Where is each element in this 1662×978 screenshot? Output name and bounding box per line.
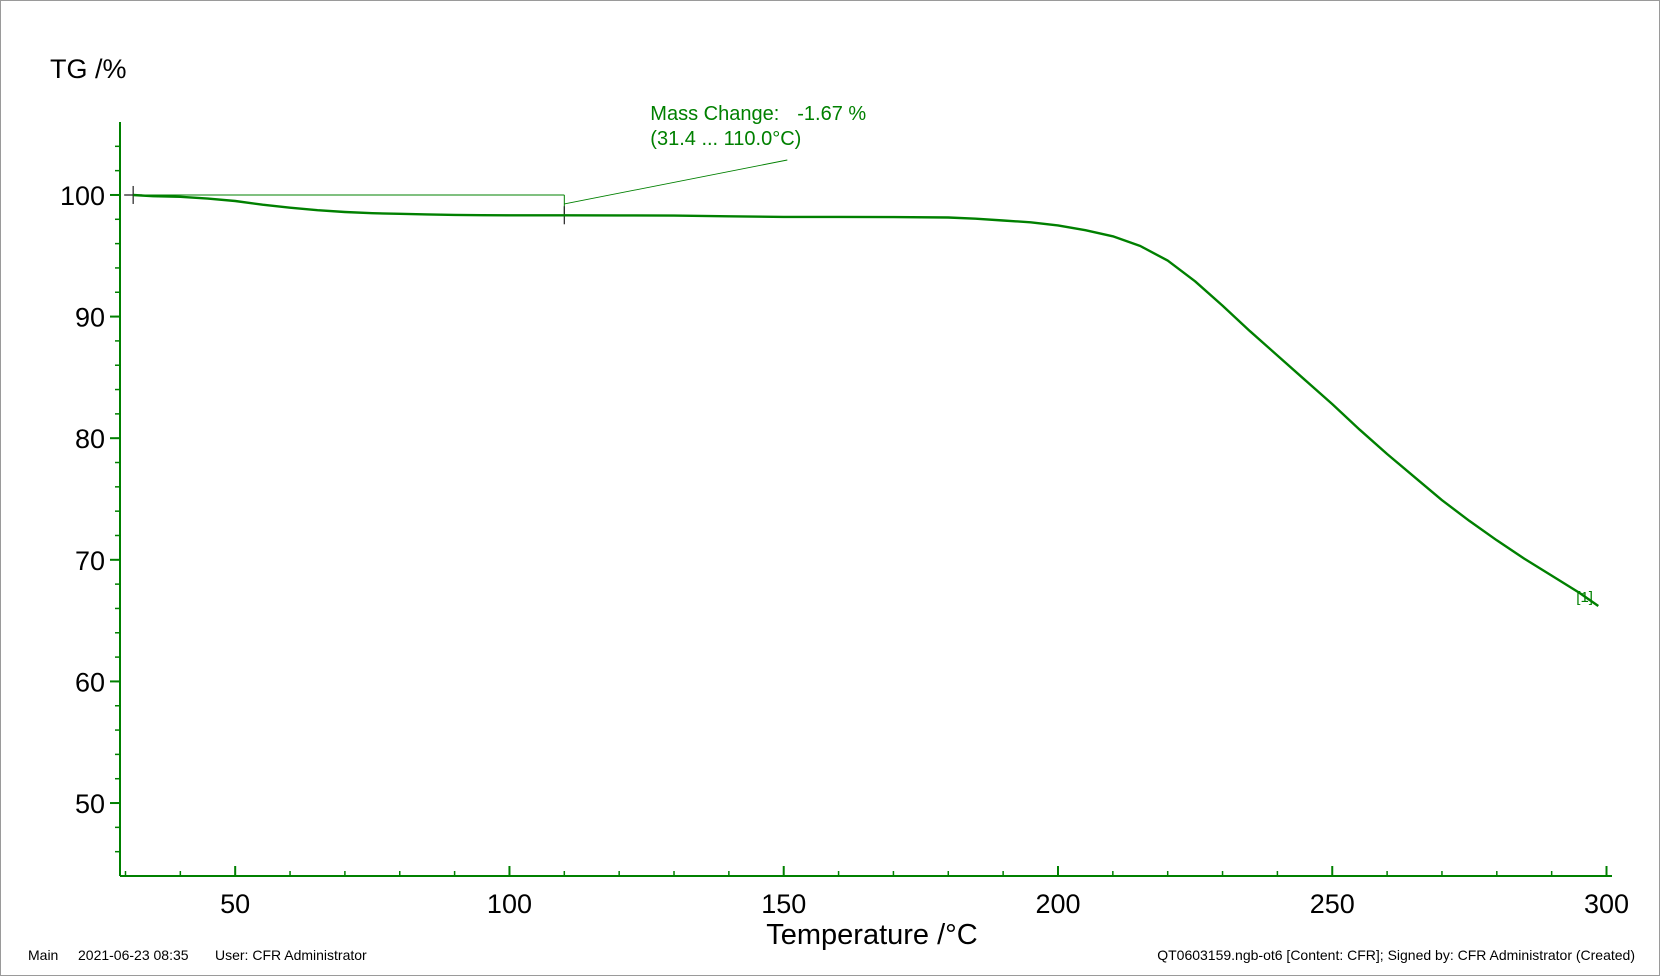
footer-datetime: 2021-06-23 08:35 <box>78 947 189 963</box>
annotation-value: -1.67 % <box>797 103 866 125</box>
y-axis-title: TG /% <box>50 54 127 84</box>
y-tick-label: 70 <box>75 546 105 576</box>
y-major-ticks: 50 60 70 80 90 100 <box>60 181 120 819</box>
curve-label: [1] <box>1576 589 1593 606</box>
x-tick-label: 50 <box>220 889 250 919</box>
footer-user: User: CFR Administrator <box>215 947 367 963</box>
y-tick-label: 90 <box>75 303 105 333</box>
x-tick-label: 300 <box>1584 889 1629 919</box>
tg-curve <box>133 193 1599 607</box>
x-tick-label: 150 <box>761 889 806 919</box>
x-major-ticks: 50 100 150 200 250 300 <box>220 866 1629 919</box>
x-tick-label: 100 <box>487 889 532 919</box>
y-tick-label: 80 <box>75 424 105 454</box>
annotation-line1: Mass Change: -1.67 % <box>650 103 866 125</box>
x-tick-label: 250 <box>1310 889 1355 919</box>
y-tick-label: 50 <box>75 789 105 819</box>
mass-change-annotation: Mass Change: -1.67 % (31.4 ... 110.0°C) <box>124 103 866 225</box>
y-tick-label: 100 <box>60 181 105 211</box>
annotation-range: (31.4 ... 110.0°C) <box>650 128 801 150</box>
y-tick-label: 60 <box>75 667 105 697</box>
footer-segment: Main <box>28 947 59 963</box>
x-axis-title: Temperature /°C <box>766 919 977 951</box>
annotation-label: Mass Change: <box>650 103 779 125</box>
footer-file-info: QT0603159.ngb-ot6 [Content: CFR]; Signed… <box>1157 947 1635 963</box>
annotation-leader-line <box>564 159 788 205</box>
x-tick-label: 200 <box>1035 889 1080 919</box>
